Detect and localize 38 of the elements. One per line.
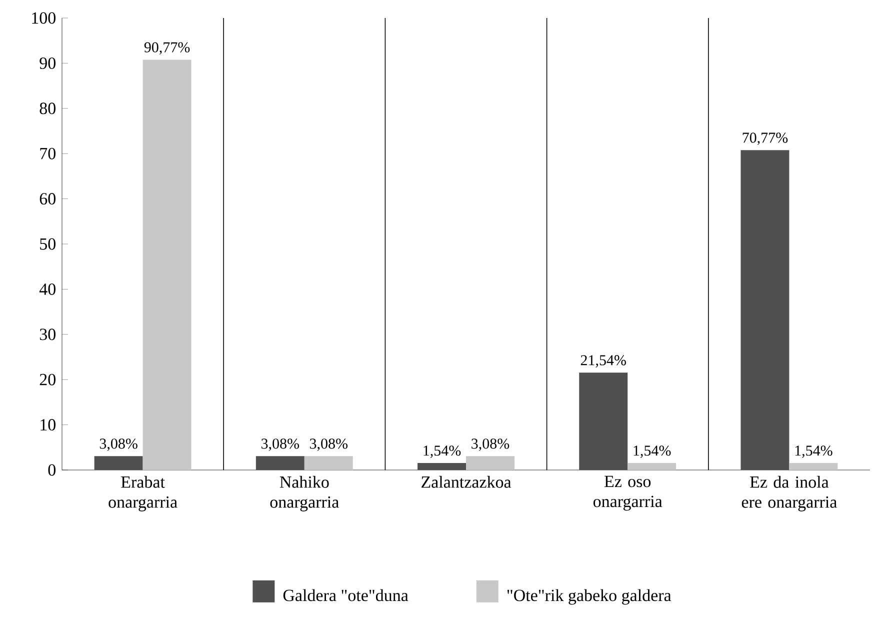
- data-label: 90,77%: [144, 42, 190, 55]
- data-label: 3,08%: [100, 438, 138, 451]
- x-tick-label: Erabat onargarria: [108, 476, 178, 512]
- y-tick-label: 30: [40, 328, 56, 340]
- y-tick-label: 0: [48, 464, 56, 476]
- data-label: 21,54%: [580, 355, 626, 368]
- bar: [740, 150, 790, 470]
- x-tick-label: Ez oso onargarria: [593, 476, 662, 511]
- x-tick-label: Nahiko onargarria: [270, 476, 339, 512]
- bar: [256, 456, 304, 470]
- x-tick-label: Ez da inola ere onargarria: [742, 476, 837, 512]
- y-tick-label: 70: [40, 148, 56, 160]
- y-tick-label: 50: [40, 238, 56, 250]
- x-tick-label: Zalantzazkoa: [422, 476, 512, 488]
- y-tick-label: 80: [40, 102, 56, 114]
- bar: [628, 463, 676, 470]
- bar: [304, 456, 353, 470]
- legend-label: "Ote"rik gabeko galdera: [507, 589, 672, 605]
- bar: [579, 372, 628, 470]
- data-label: 3,08%: [472, 438, 510, 451]
- y-tick-label: 90: [40, 57, 56, 69]
- legend-label: Galdera "ote"duna: [283, 589, 408, 602]
- bar: [789, 463, 838, 470]
- y-tick-label: 60: [40, 193, 56, 205]
- y-tick-label: 10: [40, 419, 56, 431]
- bar: [466, 456, 514, 470]
- data-label: 1,54%: [795, 446, 832, 458]
- data-label: 1,54%: [424, 446, 461, 458]
- bar: [418, 463, 466, 470]
- bar: [94, 456, 143, 470]
- data-label: 3,08%: [310, 438, 348, 451]
- data-label: 3,08%: [262, 438, 300, 451]
- data-label: 1,54%: [634, 446, 671, 458]
- y-tick-label: 20: [40, 374, 56, 386]
- bar: [142, 60, 192, 470]
- data-label: 70,77%: [742, 132, 788, 145]
- y-tick-label: 100: [32, 12, 56, 24]
- y-tick-label: 40: [39, 283, 56, 295]
